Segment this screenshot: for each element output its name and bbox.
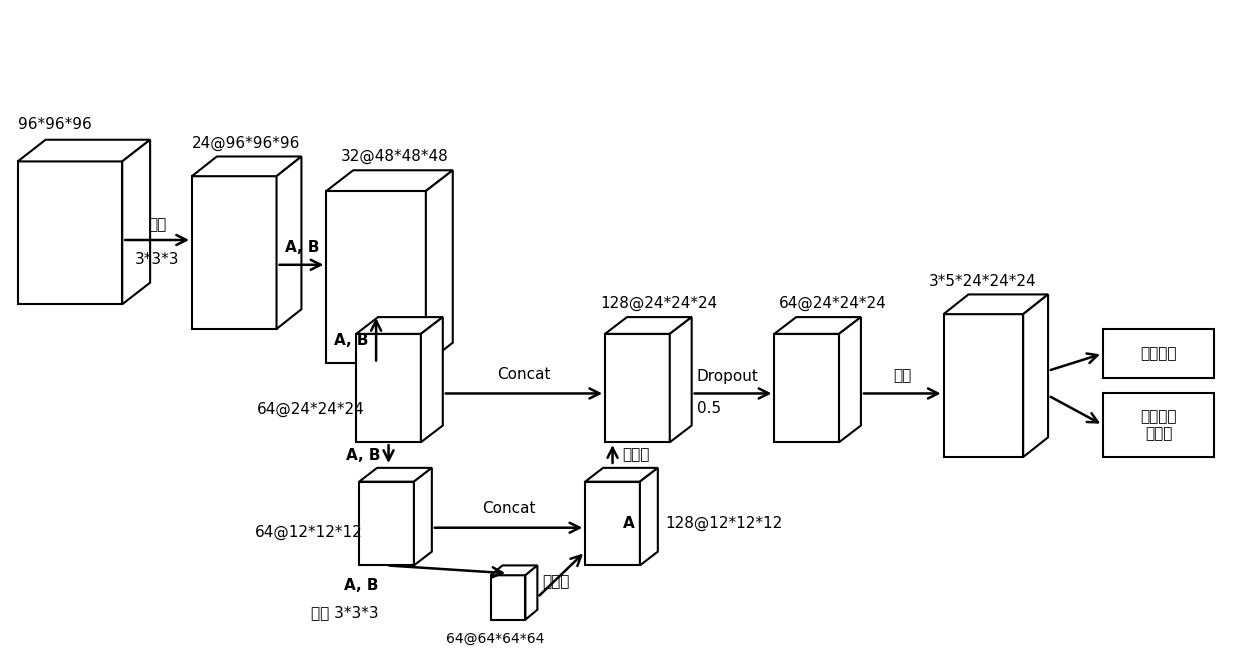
Polygon shape [839,317,861,442]
Polygon shape [774,317,861,334]
Polygon shape [605,334,670,442]
Text: A, B: A, B [343,577,378,592]
Polygon shape [414,468,432,566]
Text: 3*3*3: 3*3*3 [135,252,180,267]
Text: 32@48*48*48: 32@48*48*48 [341,149,449,164]
Text: 64@64*64*64: 64@64*64*64 [446,631,544,645]
Polygon shape [774,334,839,442]
Text: 64@24*24*24: 64@24*24*24 [257,402,365,417]
Polygon shape [277,156,301,329]
Text: 128@12*12*12: 128@12*12*12 [666,516,782,531]
Text: 卷积 3*3*3: 卷积 3*3*3 [311,605,378,620]
Text: A, B: A, B [284,240,319,255]
Polygon shape [640,468,658,566]
Text: A, B: A, B [346,447,381,463]
Text: Dropout: Dropout [697,368,759,383]
Polygon shape [356,334,420,442]
Polygon shape [17,140,150,161]
Text: Concat: Concat [497,367,551,381]
Text: 框的位置: 框的位置 [1141,346,1177,361]
Text: A: A [622,516,634,531]
Polygon shape [670,317,692,442]
Text: 128@24*24*24: 128@24*24*24 [600,296,717,311]
Polygon shape [123,140,150,304]
Polygon shape [585,468,658,482]
Polygon shape [360,468,432,482]
Polygon shape [425,171,453,363]
Polygon shape [17,161,123,304]
Polygon shape [356,317,443,334]
Text: 卷积: 卷积 [893,368,911,383]
Polygon shape [605,317,692,334]
Text: 反卷积: 反卷积 [622,447,650,463]
Polygon shape [585,482,640,566]
Polygon shape [491,566,537,575]
Text: Concat: Concat [482,501,536,516]
Polygon shape [420,317,443,442]
Text: 反卷积: 反卷积 [542,575,569,590]
Text: 64@24*24*24: 64@24*24*24 [779,296,887,311]
Polygon shape [944,294,1048,314]
Polygon shape [326,191,425,363]
Polygon shape [526,566,537,620]
Text: A, B: A, B [334,333,368,348]
Polygon shape [192,176,277,329]
Text: 96*96*96: 96*96*96 [17,117,92,132]
Polygon shape [326,171,453,191]
Polygon shape [944,314,1023,457]
Text: 64@12*12*12: 64@12*12*12 [254,524,362,540]
Text: 0.5: 0.5 [697,402,720,417]
Bar [1102,393,1214,457]
Text: 框的置信
度分数: 框的置信 度分数 [1141,409,1177,441]
Polygon shape [491,575,526,620]
Bar [1102,329,1214,378]
Polygon shape [360,482,414,566]
Text: 24@96*96*96: 24@96*96*96 [192,135,300,150]
Text: 卷积: 卷积 [148,217,166,232]
Polygon shape [192,156,301,176]
Polygon shape [1023,294,1048,457]
Text: 3*5*24*24*24: 3*5*24*24*24 [929,273,1037,288]
